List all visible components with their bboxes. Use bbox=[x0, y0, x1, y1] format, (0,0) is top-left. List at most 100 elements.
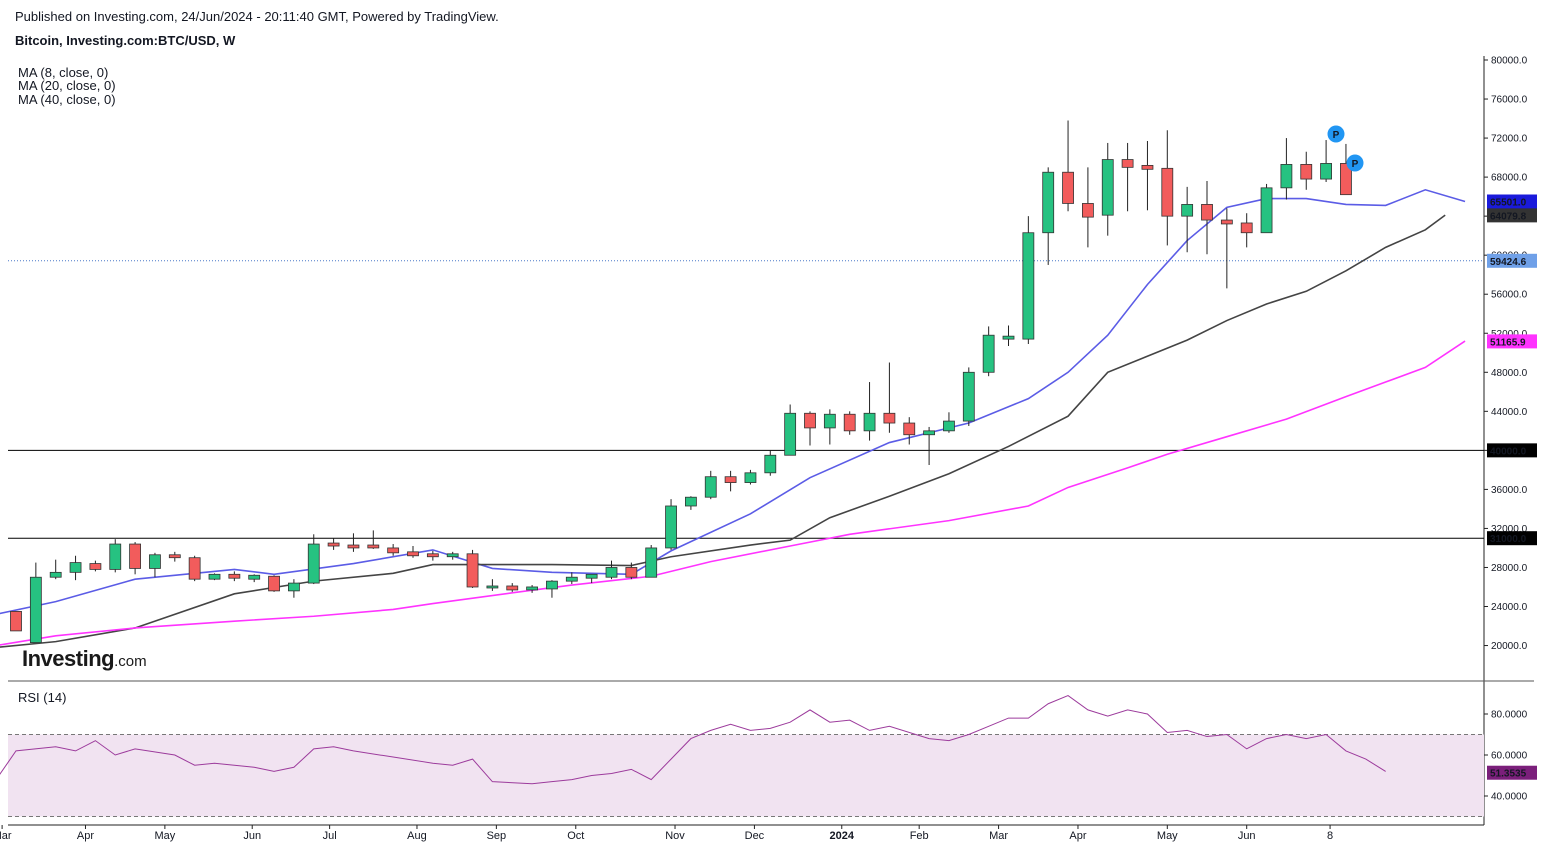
candle bbox=[883, 362, 896, 433]
candle bbox=[29, 562, 42, 644]
candle-body bbox=[1161, 167, 1174, 217]
candle-body bbox=[1002, 335, 1015, 340]
candle-body bbox=[804, 412, 816, 429]
candle-body bbox=[188, 557, 201, 580]
candle-body bbox=[1220, 219, 1233, 225]
candle bbox=[1042, 167, 1055, 265]
event-marker-circle bbox=[1346, 154, 1364, 172]
candle-body bbox=[426, 553, 439, 558]
candle bbox=[387, 544, 400, 556]
candle bbox=[307, 534, 320, 585]
rsi-line bbox=[0, 694, 1386, 785]
candle bbox=[1240, 213, 1253, 248]
price-tick-label: 32000.0 bbox=[1491, 524, 1528, 535]
candle bbox=[49, 559, 62, 580]
ma20-legend[interactable]: MA (20, close, 0) bbox=[18, 78, 116, 93]
price-tick-label: 20000.0 bbox=[1491, 641, 1528, 652]
candle-body bbox=[29, 576, 42, 644]
rsi-badge-bg bbox=[1487, 765, 1537, 780]
candle bbox=[287, 579, 300, 598]
candle bbox=[109, 539, 122, 573]
candle bbox=[764, 450, 777, 476]
candle bbox=[327, 538, 340, 550]
price-tick-label: 28000.0 bbox=[1491, 563, 1528, 574]
hline-price-badge-bg bbox=[1487, 531, 1537, 546]
candle-body bbox=[1121, 159, 1134, 168]
candle-body bbox=[1141, 164, 1154, 170]
ma-line-0 bbox=[0, 188, 1466, 615]
candle-body bbox=[10, 610, 22, 632]
candle-body bbox=[1181, 204, 1194, 217]
event-markers[interactable]: PP bbox=[1327, 125, 1364, 172]
candle bbox=[1260, 183, 1273, 234]
candle bbox=[685, 496, 697, 510]
last-price-badge-bg bbox=[1487, 253, 1537, 268]
candle-body bbox=[923, 430, 935, 436]
candle bbox=[1002, 325, 1015, 346]
candle-body bbox=[446, 553, 459, 558]
candle bbox=[69, 555, 82, 581]
candle bbox=[1022, 216, 1035, 344]
ma20-price-badge-bg bbox=[1487, 208, 1537, 223]
candle-body bbox=[823, 413, 836, 429]
candle-body bbox=[863, 412, 876, 432]
candle-body bbox=[645, 547, 658, 578]
price-tick-label: 68000.0 bbox=[1491, 173, 1528, 184]
candle-body bbox=[1340, 163, 1352, 196]
candle bbox=[268, 575, 280, 592]
rsi-legend[interactable]: RSI (14) bbox=[18, 690, 67, 705]
candle-body bbox=[1062, 171, 1074, 204]
candle-body bbox=[367, 544, 380, 549]
candle bbox=[1320, 140, 1332, 182]
candle-body bbox=[565, 576, 578, 582]
chart-title: Bitcoin, Investing.com:BTC/USD, W bbox=[15, 33, 236, 48]
candle bbox=[446, 551, 459, 560]
event-marker[interactable]: P bbox=[1346, 154, 1364, 172]
candle-body bbox=[347, 544, 360, 549]
candle bbox=[1141, 140, 1154, 211]
candle-body bbox=[89, 563, 102, 570]
time-tick-label: Dec bbox=[745, 830, 765, 842]
candle-body bbox=[724, 476, 737, 483]
ma40-legend[interactable]: MA (40, close, 0) bbox=[18, 92, 116, 107]
candle-body bbox=[665, 505, 677, 549]
time-tick-label: 8 bbox=[1327, 830, 1333, 842]
candle-body bbox=[387, 547, 400, 554]
candle-body bbox=[585, 573, 598, 579]
candle bbox=[1220, 208, 1233, 289]
rsi-pane: 80.0000 60.0000 40.0000 bbox=[0, 694, 1528, 817]
candle-body bbox=[605, 567, 618, 578]
rsi-tick-label: 60.0000 bbox=[1491, 751, 1528, 762]
candle bbox=[665, 499, 677, 550]
time-tick-label: Aug bbox=[407, 830, 427, 842]
candle-body bbox=[685, 496, 697, 507]
time-tick-label: Mar bbox=[0, 830, 12, 842]
time-tick-label: Apr bbox=[77, 830, 94, 842]
candle-body bbox=[168, 554, 181, 559]
candle bbox=[486, 579, 499, 591]
candle-body bbox=[1320, 163, 1332, 180]
time-tick-label: Mar bbox=[989, 830, 1008, 842]
candle bbox=[1300, 151, 1313, 190]
candle bbox=[1121, 142, 1134, 212]
event-marker[interactable]: P bbox=[1327, 125, 1345, 143]
price-tick-label: 48000.0 bbox=[1491, 368, 1528, 379]
candle bbox=[923, 426, 935, 465]
horizontal-lines bbox=[8, 260, 1484, 539]
candle-body bbox=[69, 562, 82, 573]
candle-body bbox=[704, 476, 717, 498]
candle-body bbox=[1240, 222, 1253, 234]
candle bbox=[744, 469, 757, 485]
candle bbox=[367, 530, 380, 549]
price-tick-label: 24000.0 bbox=[1491, 602, 1528, 613]
candle-body bbox=[903, 422, 916, 436]
candle bbox=[10, 610, 22, 632]
candle-body bbox=[327, 542, 340, 547]
candle-body bbox=[307, 543, 320, 584]
price-tick-label: 72000.0 bbox=[1491, 134, 1528, 145]
candle-body bbox=[526, 586, 538, 591]
ma8-legend[interactable]: MA (8, close, 0) bbox=[18, 65, 109, 80]
ma-line-2 bbox=[0, 340, 1466, 646]
candle-body bbox=[228, 573, 241, 579]
